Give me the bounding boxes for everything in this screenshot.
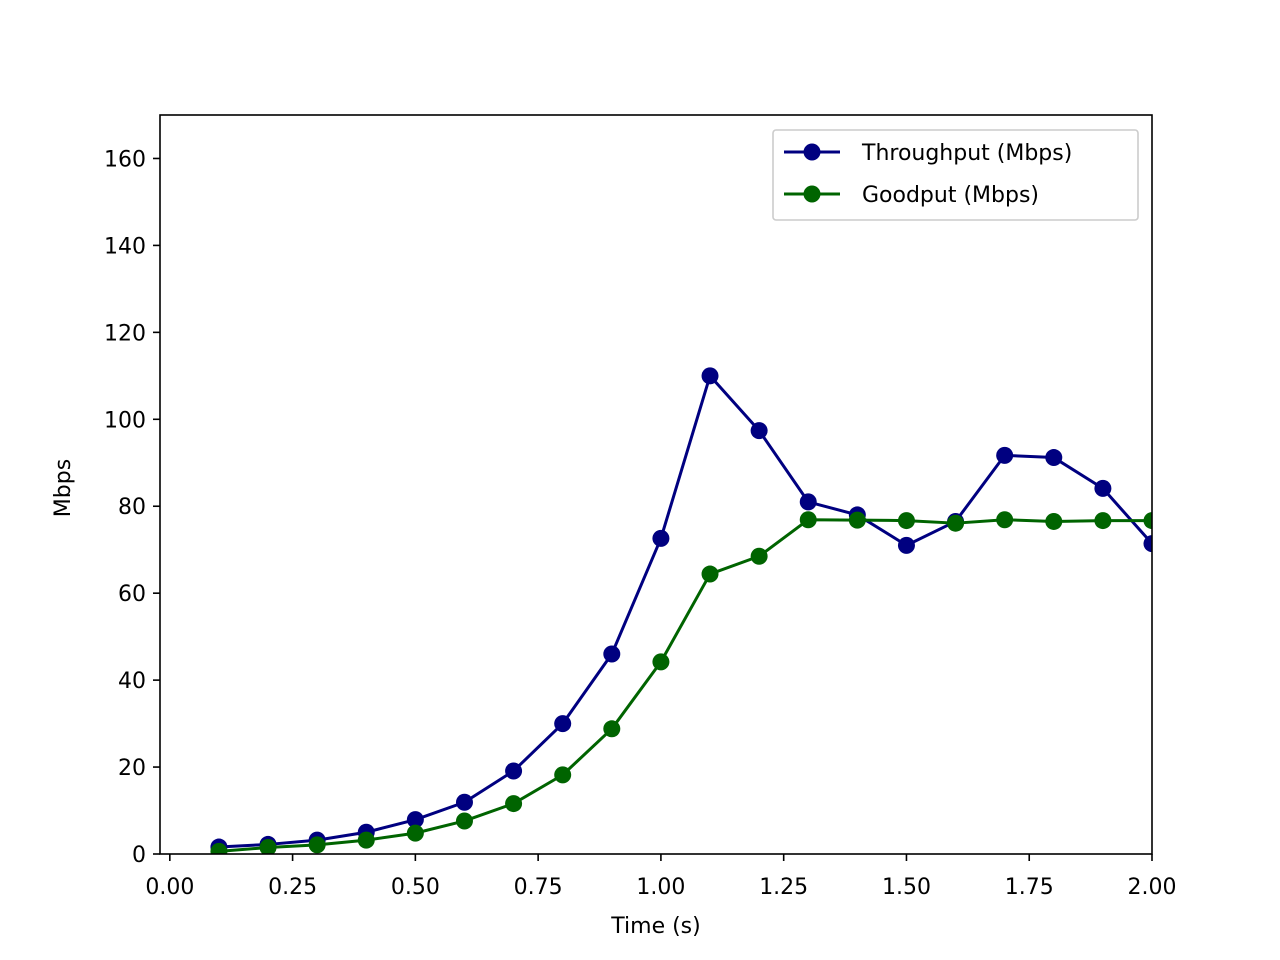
data-point-goodput [259,838,277,854]
data-point-goodput [750,547,768,565]
data-point-goodput [996,511,1014,529]
y-tick-label: 120 [104,321,146,346]
data-point-goodput [210,842,228,854]
data-point-goodput [554,766,572,784]
y-tick-label: 20 [118,756,146,781]
x-tick-label: 0.25 [268,875,317,900]
data-point-goodput [652,653,670,671]
y-axis: 0 20 40 60 80 100 120 140 160 [104,147,160,868]
x-axis: 0.00 0.25 0.50 0.75 1.00 1.25 1.50 1.75 2.00 [145,854,1176,900]
data-point-throughput [1045,449,1063,467]
plot-frame [159,114,1153,855]
data-point-goodput [1094,512,1112,530]
y-tick-label: 40 [118,669,146,694]
x-tick-label: 0.75 [514,875,563,900]
y-tick-label: 140 [104,234,146,259]
data-point-goodput [701,565,719,583]
y-tick-label: 100 [104,408,146,433]
y-tick-label: 80 [118,495,146,520]
legend-label-throughput: Throughput (Mbps) [861,141,1072,166]
data-point-throughput [505,762,523,780]
data-point-throughput [455,793,473,811]
data-point-goodput [1045,512,1063,530]
legend-marker-throughput [803,143,821,161]
x-tick-label: 2.00 [1128,875,1177,900]
x-tick-label: 0.50 [391,875,440,900]
data-point-throughput [554,715,572,733]
data-point-goodput [308,836,326,854]
legend-label-goodput: Goodput (Mbps) [862,183,1039,208]
data-point-goodput [357,831,375,849]
y-tick-label: 60 [118,582,146,607]
data-point-goodput [947,514,965,532]
data-point-goodput [897,512,915,530]
y-tick-label: 160 [104,147,146,172]
x-tick-label: 0.00 [145,875,194,900]
data-point-goodput [603,720,621,738]
data-point-goodput [1143,512,1152,530]
data-point-throughput [1094,479,1112,497]
data-point-throughput [701,367,719,385]
data-point-throughput [897,536,915,554]
data-point-throughput [1143,535,1152,553]
x-tick-label: 1.50 [882,875,931,900]
x-tick-label: 1.00 [636,875,685,900]
x-axis-label: Time (s) [610,914,700,939]
data-point-throughput [406,811,424,829]
x-tick-label: 1.25 [759,875,808,900]
data-point-goodput [406,824,424,842]
legend: Throughput (Mbps) Goodput (Mbps) [772,129,1139,221]
data-point-goodput [455,812,473,830]
data-point-throughput [750,422,768,440]
y-axis-label: Mbps [51,459,76,517]
data-point-throughput [652,529,670,547]
x-tick-label: 1.75 [1005,875,1054,900]
data-point-goodput [848,511,866,529]
data-point-throughput [996,446,1014,464]
legend-marker-goodput [803,185,821,203]
y-tick-label: 0 [132,843,146,868]
data-point-throughput [603,645,621,663]
data-point-goodput [799,511,817,529]
data-point-goodput [505,795,523,813]
legend-box [772,129,1139,221]
data-point-throughput [799,493,817,511]
series-layer [210,367,1152,854]
